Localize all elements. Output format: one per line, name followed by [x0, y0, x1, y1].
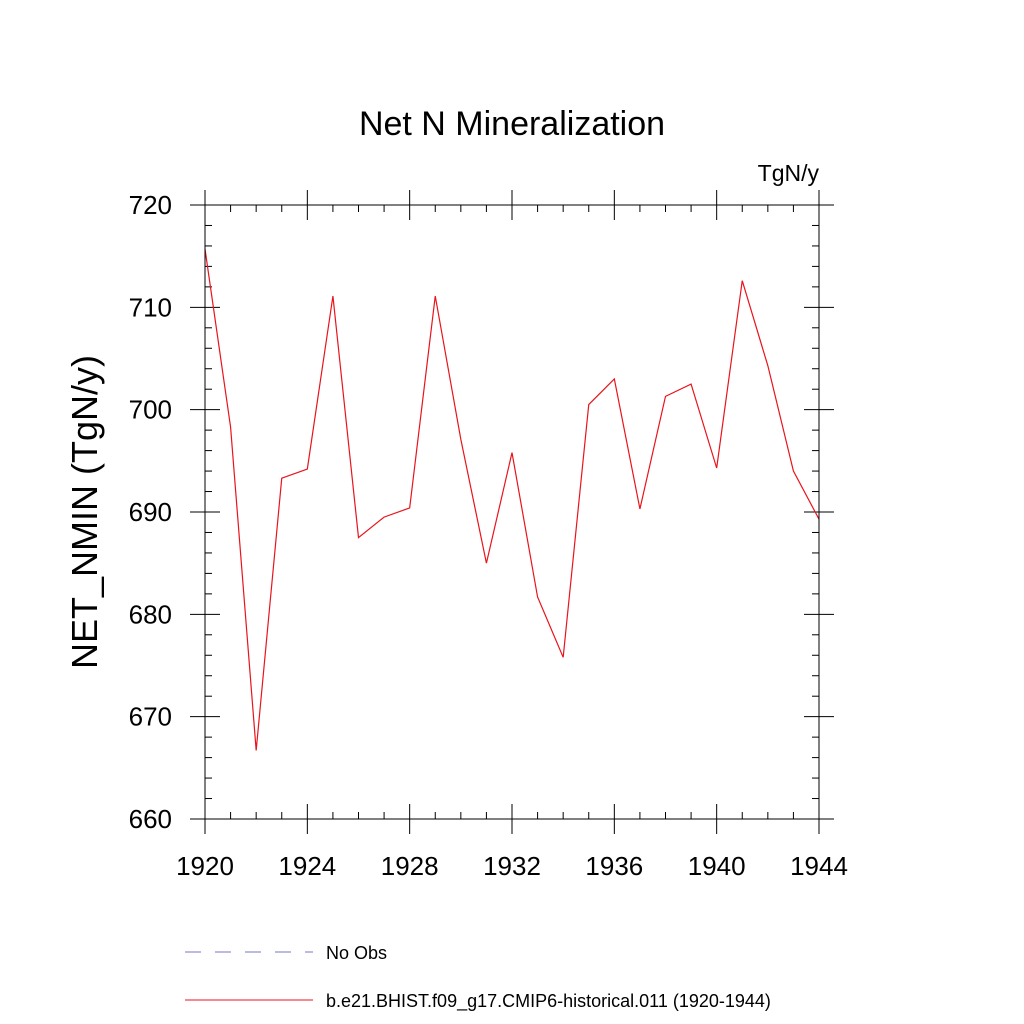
y-tick-label: 670 — [129, 702, 172, 732]
x-tick-label: 1944 — [790, 851, 848, 881]
units-label: TgN/y — [758, 160, 820, 186]
x-tick-label: 1932 — [483, 851, 541, 881]
minor-ticks — [205, 205, 819, 819]
x-tick-label: 1920 — [176, 851, 234, 881]
series-line — [204, 248, 820, 751]
legend: No Obs b.e21.BHIST.f09_g17.CMIP6-historic… — [185, 943, 771, 1012]
y-tick-label: 660 — [129, 804, 172, 834]
y-tick-label: 710 — [129, 292, 172, 322]
x-tick-label: 1936 — [585, 851, 643, 881]
series-layer — [204, 248, 820, 751]
legend-label: b.e21.BHIST.f09_g17.CMIP6-historical.011… — [326, 991, 771, 1012]
y-tick-label: 690 — [129, 497, 172, 527]
x-tick-label: 1940 — [688, 851, 746, 881]
y-tick-label: 700 — [129, 395, 172, 425]
chart-title: Net N Mineralization — [359, 105, 665, 143]
x-tick-label: 1928 — [381, 851, 439, 881]
plot-frame — [204, 204, 820, 820]
y-tick-label: 720 — [129, 190, 172, 220]
y-tick-label: 680 — [129, 599, 172, 629]
legend-label: No Obs — [326, 943, 387, 963]
x-tick-label: 1924 — [278, 851, 336, 881]
y-axis-label: NET_NMIN (TgN/y) — [64, 355, 105, 669]
tick-labels: 1920 1924 1928 1932 1936 1940 1944 660 670 680 690… — [129, 190, 848, 881]
